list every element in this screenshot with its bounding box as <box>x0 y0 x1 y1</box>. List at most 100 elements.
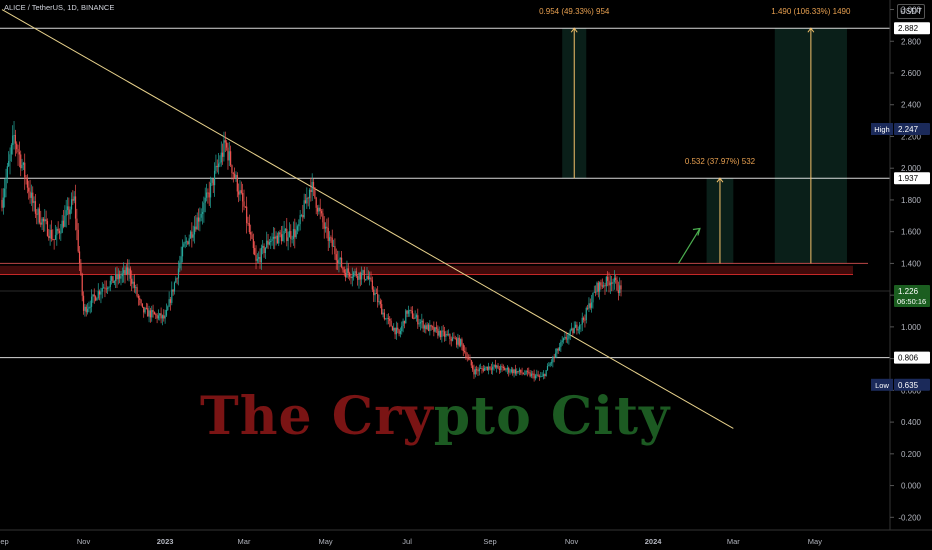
candle <box>550 359 553 367</box>
candle <box>318 204 320 215</box>
candle-body <box>607 276 609 281</box>
candle-body <box>144 308 146 313</box>
candle <box>502 364 504 371</box>
candle-body <box>96 298 98 301</box>
candle-body <box>164 315 166 319</box>
candle-body <box>6 166 8 179</box>
projection-rulers: 0.954 (49.33%) 954 0.532 (37.97%) 532 1.49… <box>539 7 851 264</box>
candle-body <box>481 368 483 369</box>
candle <box>406 310 408 318</box>
candle <box>28 180 30 200</box>
candle-body <box>268 242 270 245</box>
candle <box>165 303 168 318</box>
candle-body <box>60 232 62 234</box>
candle <box>223 131 225 162</box>
candle-body <box>173 282 176 292</box>
candle-body <box>595 291 597 293</box>
candle-body <box>433 326 435 332</box>
candle <box>414 310 416 319</box>
candle-body <box>222 152 224 157</box>
candle <box>73 191 75 204</box>
candle-body <box>232 173 234 174</box>
candle <box>537 370 539 378</box>
candle-body <box>476 369 478 371</box>
candle-body <box>343 269 345 273</box>
candle <box>476 365 478 375</box>
candle-body <box>520 369 522 373</box>
candle-body <box>20 154 22 169</box>
candle <box>565 331 567 343</box>
candle <box>437 325 439 339</box>
candle <box>251 231 253 240</box>
candle <box>422 318 424 333</box>
candle <box>183 241 185 248</box>
candle-body <box>40 222 42 225</box>
candle <box>592 292 594 309</box>
candle <box>224 131 226 153</box>
candle-body <box>191 231 193 238</box>
candle <box>90 289 93 313</box>
candle-body <box>153 312 156 315</box>
candle <box>391 325 394 331</box>
candle-body <box>161 315 164 319</box>
price-axis[interactable]: 3.000 2.800 2.600 2.400 2.200 2.000 1.800 1.600… <box>889 0 932 550</box>
candle-body <box>339 257 341 260</box>
candle <box>345 269 347 282</box>
candle-body <box>165 309 168 316</box>
candle-body <box>242 193 244 202</box>
candle-body <box>299 215 301 225</box>
candle <box>328 231 331 248</box>
candle <box>609 275 611 295</box>
candle <box>66 197 69 216</box>
candle <box>270 236 272 249</box>
candle <box>506 365 508 375</box>
candle-body <box>574 324 577 328</box>
candle-body <box>441 330 443 338</box>
candle-body <box>601 285 603 287</box>
candle <box>500 364 502 373</box>
candle-body <box>172 289 174 292</box>
candle <box>120 270 122 286</box>
candle <box>74 184 77 231</box>
candle <box>370 271 372 282</box>
watermark: The Crypto City <box>200 386 670 447</box>
candle <box>501 363 503 372</box>
candle <box>513 368 515 378</box>
currency-button[interactable]: USDT <box>897 4 925 19</box>
candle-body <box>213 170 216 186</box>
candle-body <box>192 234 194 238</box>
candle <box>430 324 432 331</box>
time-axis[interactable]: Sep Nov 2023 Mar May Jul Sep Nov 2024 Mar May <box>0 529 932 546</box>
candle <box>18 141 20 168</box>
candle <box>617 281 619 301</box>
candle <box>520 369 522 375</box>
candle-body <box>545 370 547 376</box>
candle <box>478 364 480 376</box>
candle <box>128 259 130 282</box>
candle <box>115 267 117 288</box>
candle-body <box>316 207 319 212</box>
candle <box>295 222 297 239</box>
candle <box>197 208 200 231</box>
candle-body <box>556 348 558 354</box>
candle <box>322 208 324 230</box>
candle <box>327 217 329 251</box>
candle <box>248 214 250 235</box>
candle <box>196 212 198 230</box>
candle <box>593 285 595 293</box>
candle <box>387 313 389 325</box>
candle-body <box>97 291 99 299</box>
projection-label: 1.490 (106.33%) 1490 <box>771 7 851 16</box>
candle <box>405 308 407 324</box>
candle <box>205 183 208 202</box>
candle-body <box>350 276 352 279</box>
candle-body <box>291 238 293 240</box>
candle <box>203 196 205 223</box>
candle-body <box>298 224 300 227</box>
candle-body <box>443 331 446 337</box>
candle-body <box>383 312 385 320</box>
candle-body <box>156 314 158 319</box>
candle <box>21 158 23 171</box>
candle <box>585 306 587 324</box>
